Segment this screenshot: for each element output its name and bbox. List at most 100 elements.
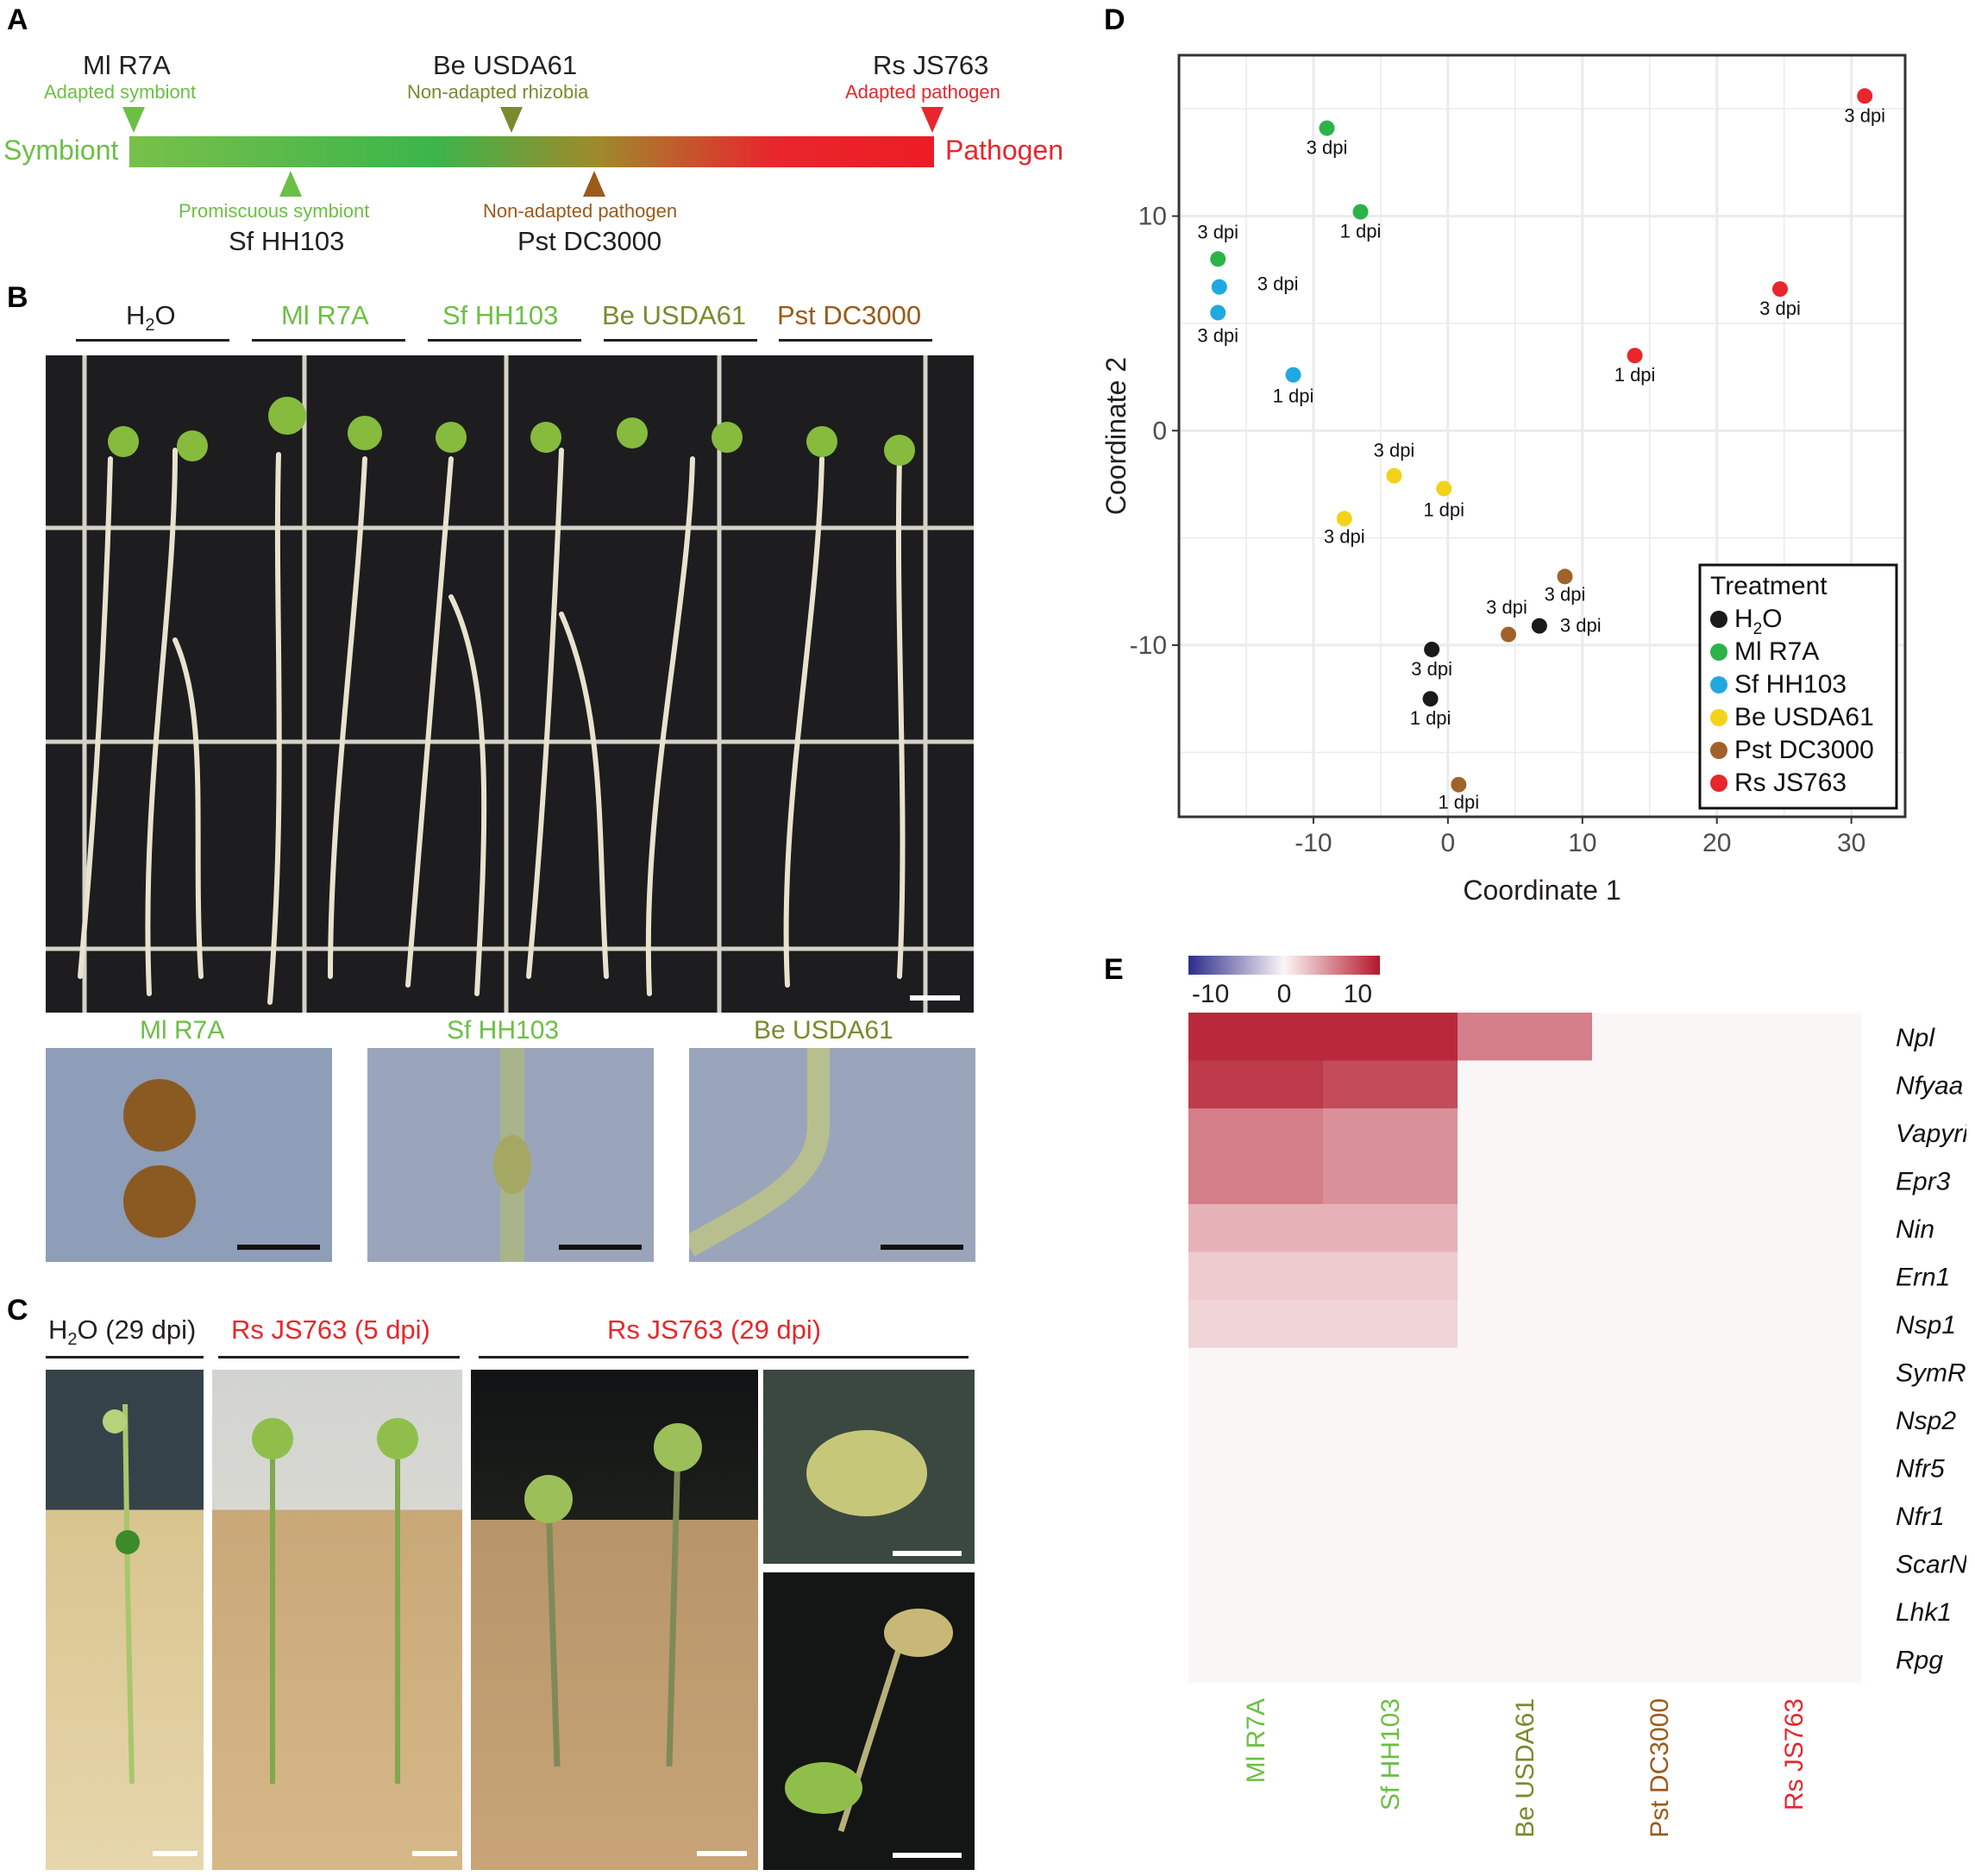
heatmap-cell: [1727, 1396, 1862, 1444]
heatmap-cell: [1727, 1300, 1862, 1348]
spectrum-gradient-bar: [129, 136, 934, 167]
panel-label-b: B: [7, 281, 28, 314]
plot-border: [1177, 53, 1907, 819]
heatmap-cell: [1592, 1108, 1727, 1157]
heatmap-cell: [1727, 1587, 1862, 1635]
heatmap-cell: [1323, 1587, 1458, 1635]
panel-label-d: D: [1104, 3, 1125, 36]
marker-pst-desc: Non-adapted pathogen: [483, 200, 678, 222]
scatter-point: [1857, 88, 1873, 104]
inset-photo-sf-root: [367, 1048, 654, 1262]
legend-label: H2O: [1734, 605, 1783, 638]
inset-be-drawing: [689, 1048, 830, 1257]
photo-c-h2o: [46, 1370, 204, 1870]
panel-label-c: C: [7, 1294, 28, 1327]
heatmap-cell: [1323, 1347, 1458, 1396]
heatmap-cell: [1188, 1539, 1324, 1588]
inset-ml-drawing: [123, 1079, 196, 1238]
point-label: 1 dpi: [1410, 707, 1451, 729]
heatmap-cell: [1188, 1060, 1324, 1109]
photo-c-rs29-main: [471, 1370, 758, 1870]
point-label: 1 dpi: [1273, 386, 1314, 407]
legend-swatch: [1710, 611, 1727, 628]
heatmap-cell: [1592, 1252, 1727, 1301]
point-label: 3 dpi: [1197, 324, 1238, 346]
row-label: Nfr5: [1896, 1454, 1945, 1483]
heatmap-cell: [1592, 1491, 1727, 1540]
panel-label-e: E: [1104, 953, 1124, 986]
point-label: 1 dpi: [1340, 221, 1382, 242]
y-tick-label: 0: [1152, 417, 1167, 445]
seedlings-drawing: [46, 355, 974, 1013]
heatmap-cell: [1727, 1252, 1862, 1301]
marker-rs-arrow: [921, 107, 944, 133]
row-label: Rpg: [1896, 1646, 1943, 1674]
heatmap-cell: [1592, 1204, 1727, 1252]
photo-c-rs5-drawing: [252, 1418, 418, 1784]
point-label: 3 dpi: [1545, 583, 1586, 605]
heatmap-cell: [1458, 1491, 1593, 1540]
heatmap-cell: [1458, 1060, 1593, 1109]
heatmap-cell: [1592, 1013, 1727, 1061]
heatmap-cell: [1188, 1013, 1324, 1061]
header-h2o-underline: [76, 339, 229, 342]
header-c-h2o-post: O (29 dpi): [77, 1314, 197, 1345]
heatmap-cell: [1727, 1013, 1862, 1061]
heatmap-cell: [1727, 1204, 1862, 1252]
legend-swatch: [1710, 643, 1727, 661]
heatmap-cell: [1188, 1156, 1324, 1205]
header-pst-underline: [779, 339, 932, 342]
inset-sf-drawing: [493, 1048, 531, 1262]
y-tick-label: -10: [1130, 631, 1167, 660]
heatmap-cell: [1727, 1491, 1862, 1540]
header-c-rs5: Rs JS763 (5 dpi): [231, 1314, 430, 1345]
column-label: Pst DC3000: [1646, 1698, 1674, 1838]
marker-be-arrow: [500, 107, 523, 133]
marker-sf-arrow: [279, 171, 302, 197]
heatmap-cell: [1592, 1347, 1727, 1396]
photo-c-rs5-scale-bar: [412, 1851, 457, 1856]
mds-scatter-plot: -10 0 10 20 30 10 0 -10 Coordinate 1 Coordinate 2…: [1100, 53, 1907, 906]
row-label: Nin: [1896, 1215, 1934, 1244]
heatmap-cell: [1458, 1539, 1593, 1588]
x-tick-label: 20: [1702, 829, 1731, 857]
column-label: Ml R7A: [1242, 1698, 1270, 1783]
photo-c-detail-top-drawing: [806, 1430, 927, 1516]
heatmap-cell: [1592, 1587, 1727, 1635]
heatmap-cell: [1458, 1108, 1593, 1157]
scatter-point: [1319, 120, 1335, 136]
heatmap-cell: [1323, 1300, 1458, 1348]
header-h2o: H2O: [126, 302, 176, 334]
header-c-h2o-pre: H: [48, 1314, 68, 1345]
marker-pst-arrow: [583, 171, 605, 197]
scatter-point: [1386, 467, 1402, 484]
scatter-point: [1352, 204, 1369, 220]
heatmap-cell: [1727, 1108, 1862, 1157]
header-c-rs29-underline: [479, 1356, 969, 1358]
heatmap-cell: [1188, 1347, 1324, 1396]
scatter-point: [1211, 279, 1227, 295]
heatmap-cell: [1592, 1156, 1727, 1205]
column-label: Sf HH103: [1376, 1698, 1405, 1810]
heatmap-cell: [1727, 1634, 1862, 1684]
heatmap-cell: [1458, 1634, 1593, 1684]
header-be: Be USDA61: [602, 300, 747, 330]
legend-swatch: [1710, 742, 1727, 759]
heatmap-cell: [1188, 1396, 1324, 1444]
gene-expression-heatmap: -10 0 10 Npl Nfyaa Vapyrin Epr3 Nin Ern1 Nsp1 SymR…: [1188, 956, 1966, 1838]
header-c-h2o-sub: 2: [67, 1330, 78, 1350]
x-tick-label: 30: [1837, 829, 1865, 857]
legend-label: Be USDA61: [1734, 703, 1874, 731]
legend-swatch: [1710, 676, 1727, 693]
panel-label-a: A: [7, 3, 28, 36]
photo-c-h2o-scale-bar: [153, 1851, 198, 1856]
heatmap-cell: [1592, 1060, 1727, 1109]
point-label: 3 dpi: [1844, 104, 1885, 126]
photo-c-detail-top-scale-bar: [893, 1551, 962, 1556]
inset-photo-ml-nodules: [46, 1048, 332, 1262]
colorbar: [1188, 956, 1380, 975]
header-sf: Sf HH103: [442, 300, 559, 330]
scatter-point: [1451, 776, 1467, 793]
legend-label: Pst DC3000: [1734, 736, 1874, 764]
legend-title: Treatment: [1710, 572, 1828, 600]
